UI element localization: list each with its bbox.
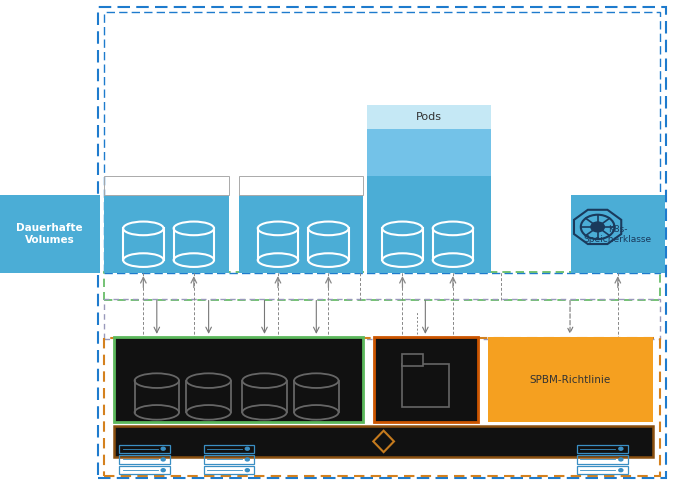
Polygon shape [374,431,394,452]
Circle shape [591,222,604,232]
Bar [104,176,229,195]
Ellipse shape [382,222,423,235]
Bar [174,228,214,260]
Bar [242,381,287,412]
Bar [104,195,229,273]
Bar [120,445,170,453]
Ellipse shape [258,222,298,235]
Bar [294,381,339,412]
Bar [577,455,628,464]
Ellipse shape [382,253,423,267]
Circle shape [618,468,623,471]
Bar [239,176,363,195]
Bar [239,195,363,273]
Ellipse shape [258,253,298,267]
Bar [123,228,164,260]
Bar [186,381,231,412]
Bar [488,337,653,422]
Ellipse shape [135,373,179,388]
Ellipse shape [308,222,349,235]
Bar [104,12,660,273]
Circle shape [245,458,249,461]
Circle shape [618,447,623,450]
Ellipse shape [294,373,339,388]
Ellipse shape [186,373,231,388]
Circle shape [618,458,623,461]
Bar [135,381,179,412]
Bar [0,195,100,273]
Bar [114,426,653,457]
Ellipse shape [174,253,214,267]
Bar [577,466,628,474]
Bar [204,466,254,474]
Ellipse shape [433,253,473,267]
Circle shape [161,468,165,471]
Circle shape [161,447,165,450]
Bar [204,455,254,464]
Ellipse shape [174,222,214,235]
Ellipse shape [308,253,349,267]
Text: Pods: Pods [416,112,442,122]
Bar [104,338,660,476]
FancyBboxPatch shape [402,354,423,366]
Text: K8s-
Speicherklasse: K8s- Speicherklasse [583,224,652,244]
Text: Dauerhafte
Volumes: Dauerhafte Volumes [17,224,83,245]
Bar [433,228,473,260]
Bar [367,105,491,129]
Bar [571,195,665,273]
Bar [367,105,491,273]
Bar [114,337,363,422]
Bar [98,7,666,478]
Bar [104,299,660,339]
Bar [204,445,254,453]
Ellipse shape [433,222,473,235]
Circle shape [245,468,249,471]
Circle shape [245,447,249,450]
Ellipse shape [123,222,164,235]
Bar [120,455,170,464]
Bar [104,272,660,300]
Bar [577,445,628,453]
Bar [120,466,170,474]
Ellipse shape [123,253,164,267]
Circle shape [161,458,165,461]
Bar [402,364,449,407]
Bar [308,228,349,260]
Bar [374,337,478,422]
Bar [367,129,491,176]
Ellipse shape [242,373,287,388]
Text: SPBM-Richtlinie: SPBM-Richtlinie [530,375,610,385]
Bar [258,228,298,260]
Bar [382,228,423,260]
